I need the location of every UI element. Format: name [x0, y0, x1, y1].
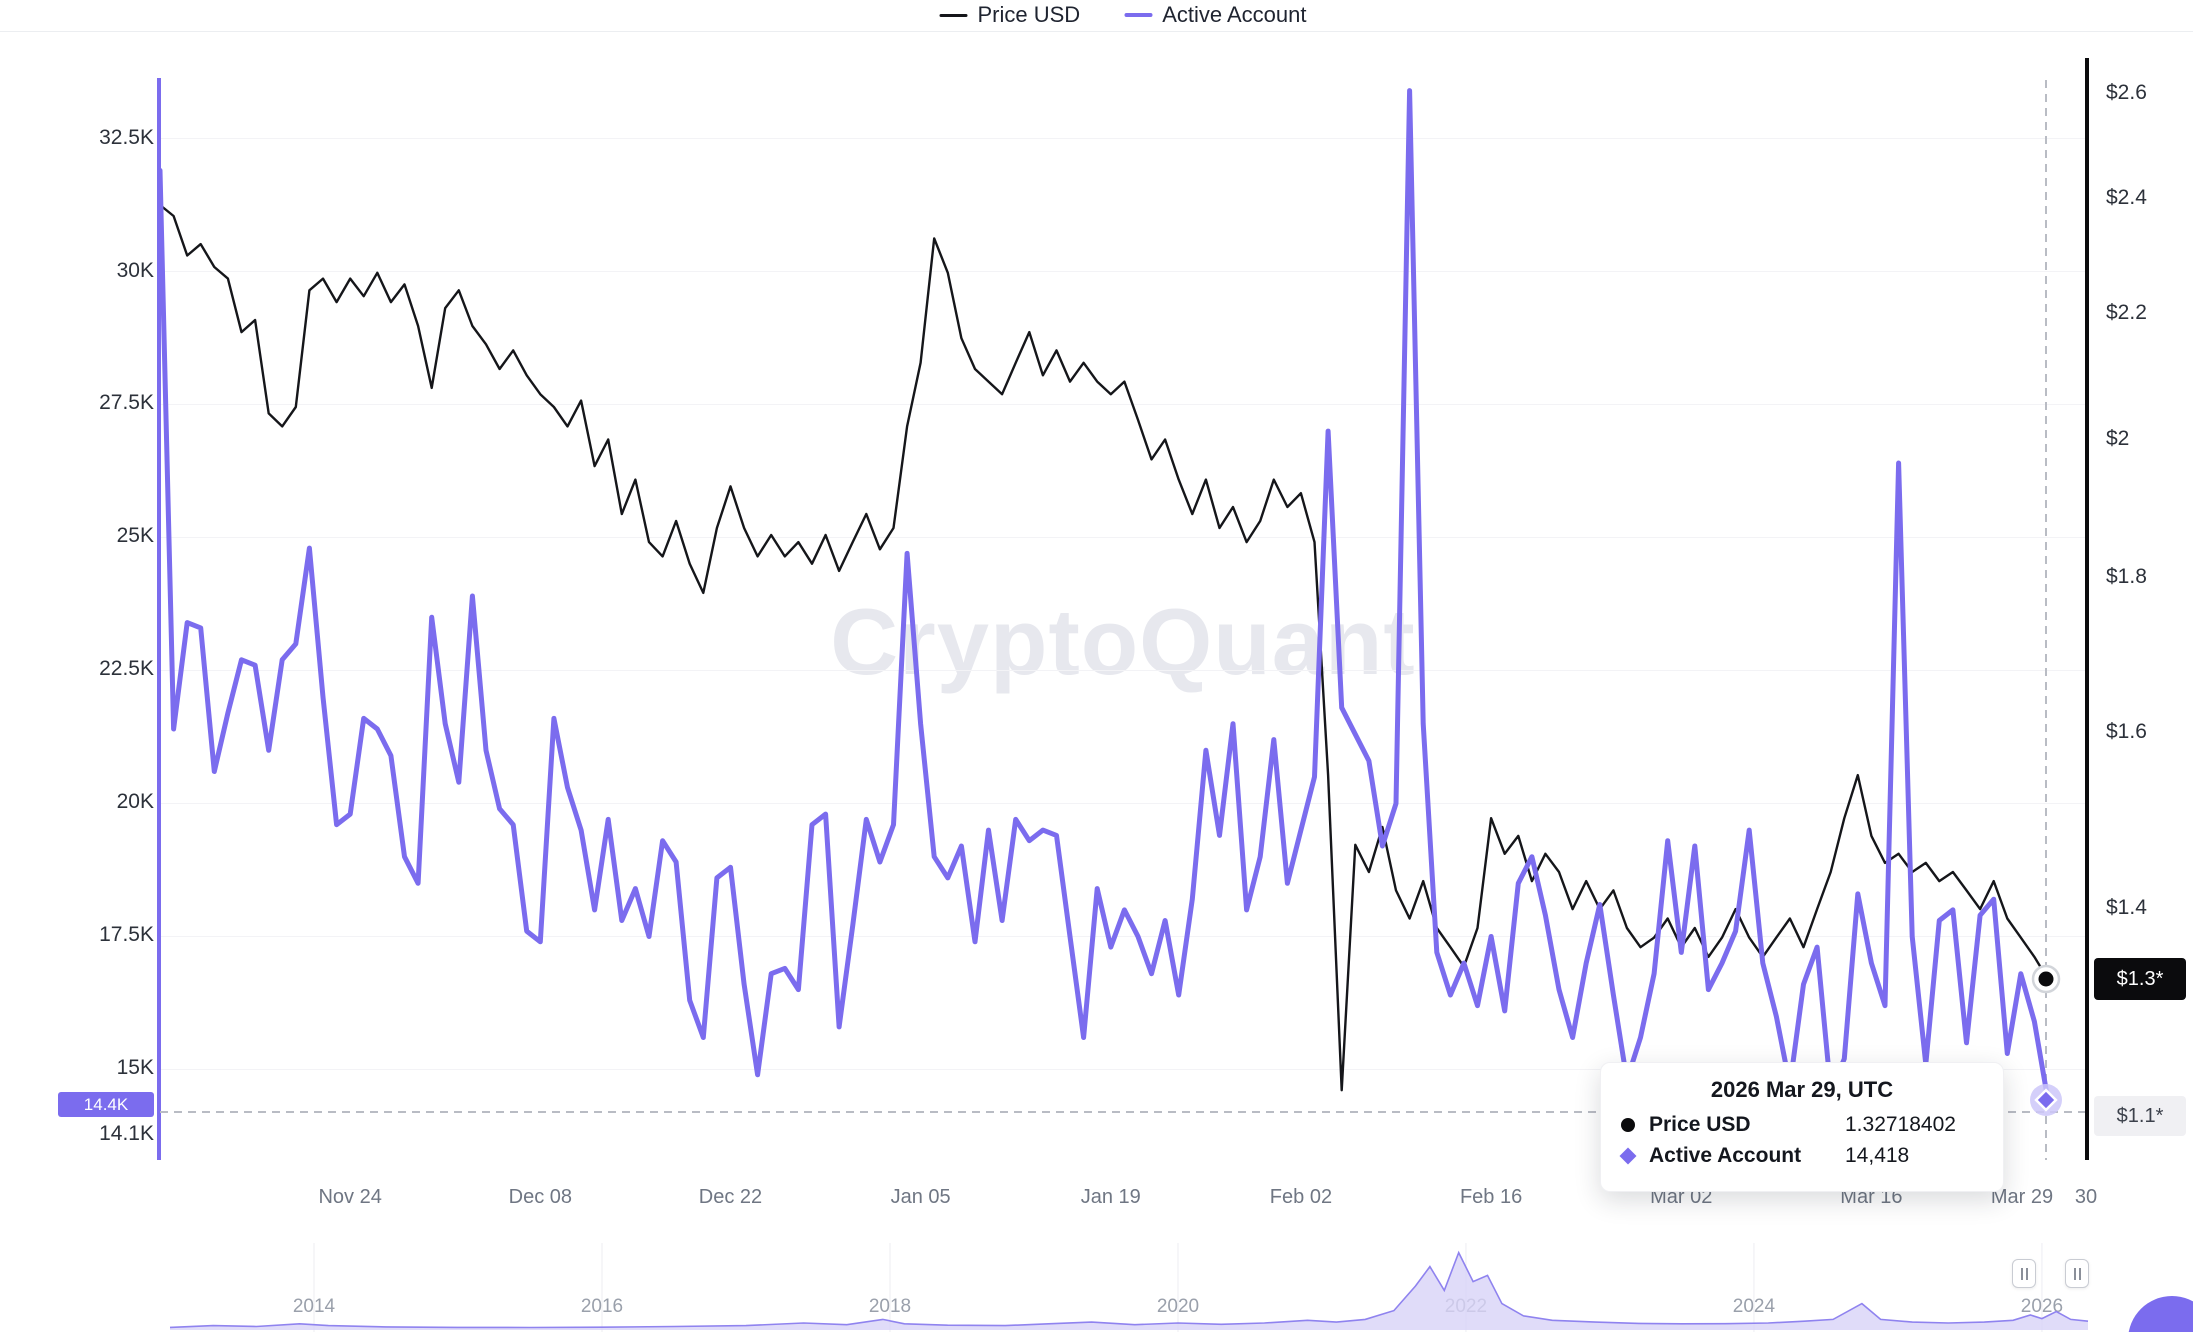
legend-label-price: Price USD [977, 2, 1081, 27]
active-account-line [157, 88, 2051, 1103]
active-account-line-swatch-icon [1124, 13, 1153, 17]
tooltip-price-value: 1.32718402 [1845, 1113, 1956, 1136]
navigator-area [170, 1252, 2088, 1330]
navigator-handle-left[interactable] [2012, 1259, 2036, 1288]
price-line-swatch-icon [939, 13, 968, 17]
tooltip-date: 2026 Mar 29, UTC [1710, 1077, 1894, 1102]
price-low-badge: $1.1* [2094, 1096, 2186, 1136]
tooltip: 2026 Mar 29, UTC Price USD 1.32718402 Ac… [1600, 1062, 2004, 1192]
right-axis-spine [2085, 58, 2089, 1160]
navigator-chart [169, 1243, 2089, 1332]
top-divider [0, 31, 2193, 32]
tooltip-price-label: Price USD [1649, 1113, 1751, 1136]
tooltip-row-active-account: Active Account 14,418 [1619, 1144, 1983, 1168]
legend-item-price[interactable]: Price USD [939, 2, 1081, 28]
price-current-badge: $1.3* [2094, 958, 2186, 1000]
left-axis-spine [157, 78, 161, 1160]
account-diamond-icon [1619, 1147, 1637, 1165]
active-account-min-label: 14.1K [99, 1122, 154, 1145]
navigator-handle-right[interactable] [2065, 1259, 2089, 1288]
price-dot-icon [1621, 1118, 1635, 1132]
navigator[interactable] [170, 1243, 2088, 1332]
legend-label-active-account: Active Account [1162, 2, 1307, 27]
legend: Price USD Active Account [939, 2, 1307, 28]
tooltip-account-label: Active Account [1649, 1144, 1802, 1167]
tooltip-account-value: 14,418 [1845, 1144, 1910, 1167]
navigator-line [169, 1250, 2089, 1329]
tooltip-row-price: Price USD 1.32718402 [1621, 1113, 1983, 1137]
series-lines [157, 88, 2051, 1103]
active-account-current-badge: 14.4K [58, 1092, 154, 1117]
price-line [159, 204, 2050, 1092]
account-current-marker-diamond [2034, 1088, 2058, 1112]
legend-item-active-account[interactable]: Active Account [1124, 2, 1307, 28]
price-current-marker [2038, 971, 2054, 987]
